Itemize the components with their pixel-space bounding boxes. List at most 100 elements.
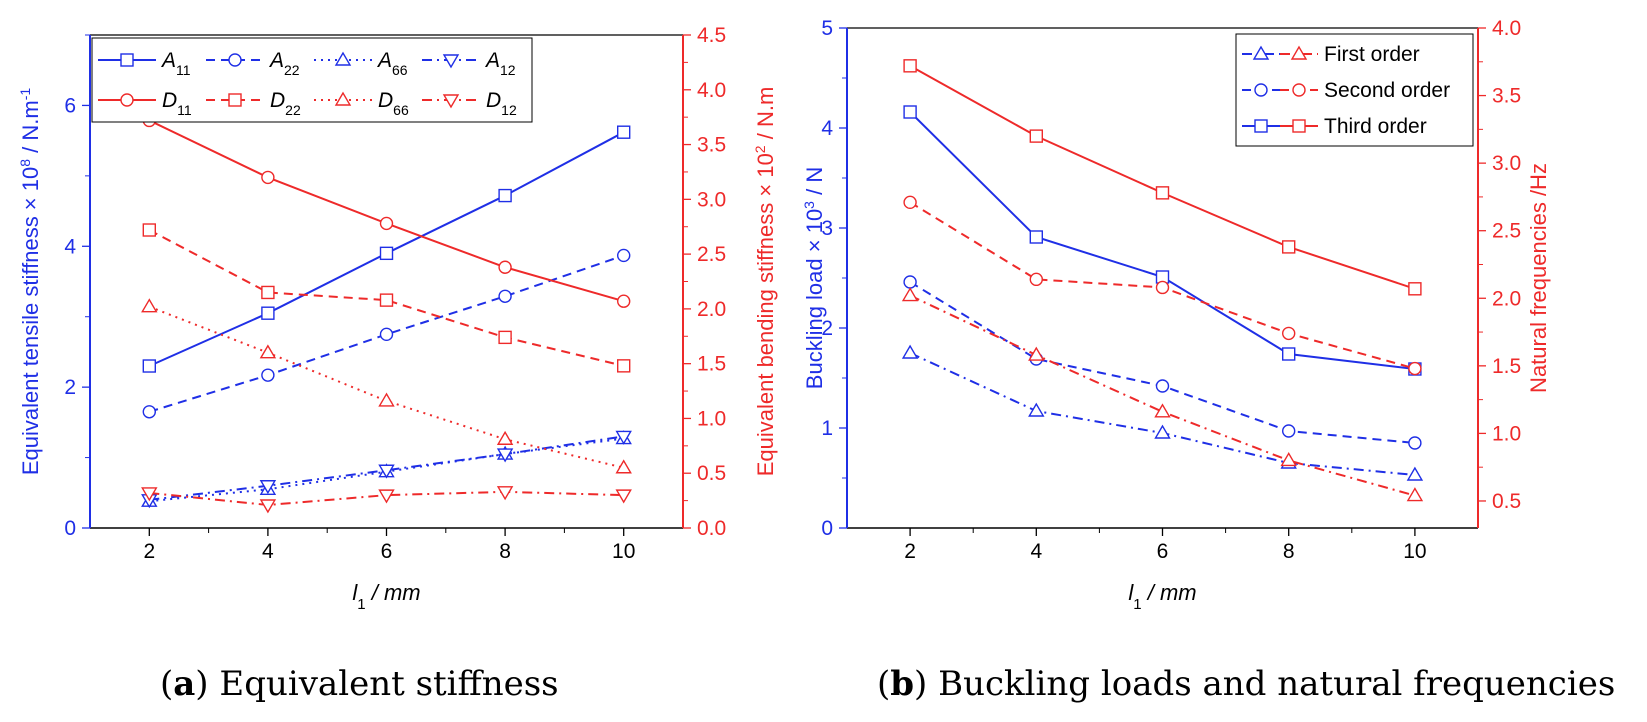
x-tick-label: 2 — [143, 540, 155, 563]
left-tick-label: 6 — [64, 94, 76, 117]
legend-label: D22 — [270, 89, 301, 118]
legend-label: A12 — [484, 49, 516, 78]
right-tick-label: 2.5 — [1492, 220, 1521, 243]
data-point — [379, 216, 394, 231]
right-tick-label: 1.0 — [1492, 422, 1521, 445]
series-line — [909, 281, 1415, 444]
data-point — [261, 368, 275, 382]
data-point — [378, 392, 395, 407]
data-point — [903, 195, 917, 210]
right-tick-label: 0.5 — [1492, 490, 1521, 513]
left-tick-label: 0 — [821, 517, 833, 540]
data-point — [496, 486, 514, 501]
data-point — [498, 330, 512, 345]
data-point — [617, 359, 631, 373]
data-point — [1029, 129, 1044, 143]
right-tick-label: 2.5 — [697, 243, 726, 266]
data-point — [378, 489, 395, 504]
data-point — [1155, 379, 1170, 393]
legend-marker — [1290, 45, 1308, 60]
x-tick-label: 6 — [1157, 540, 1169, 563]
left-tick-label: 3 — [821, 217, 833, 240]
legend-label: First order — [1324, 43, 1420, 66]
right-tick-label: 0.5 — [697, 462, 726, 485]
data-point — [1028, 346, 1045, 361]
legend-label: A11 — [160, 49, 191, 78]
data-point — [141, 487, 158, 502]
x-tick-label: 4 — [1030, 540, 1042, 563]
data-point — [901, 287, 919, 302]
data-point — [1028, 402, 1045, 417]
legend-marker — [334, 51, 352, 66]
chart-panel-b: 2 4 6 8 10 0 1 2 3 4 5 0.5 1.0 1.5 2.0 2.5 3.0 3.5 4.0 Buck… — [801, 17, 1615, 704]
right-tick-label: 1.0 — [697, 407, 726, 430]
right-tick-label: 2.0 — [697, 298, 726, 321]
legend-marker — [442, 54, 460, 69]
legend-marker — [120, 53, 134, 67]
series-line — [148, 305, 624, 469]
data-point — [142, 405, 157, 419]
data-point — [259, 499, 277, 514]
left-tick-label: 4 — [64, 235, 76, 258]
data-point — [259, 480, 277, 495]
right-tick-label: 1.5 — [697, 353, 726, 376]
series-line — [909, 294, 1416, 497]
data-point — [617, 125, 631, 139]
right-tick-label: 3.5 — [697, 134, 726, 157]
legend-marker — [1292, 83, 1306, 97]
legend-marker — [228, 93, 242, 107]
chart-panel-a: 2 4 6 8 10 0 2 4 6 0.0 0.5 1.0 1.5 2.0 2.5 3.0 3.5 4.0 4.5… — [17, 24, 778, 704]
legend-marker — [1292, 119, 1306, 133]
left-tick-label: 1 — [821, 417, 833, 440]
data-point — [1281, 347, 1296, 361]
panel-caption: (a) Equivalent stiffness — [160, 664, 559, 704]
legend-label: A66 — [376, 49, 408, 78]
panel-caption: (b) Buckling loads and natural frequenci… — [877, 664, 1615, 704]
data-point — [901, 344, 919, 359]
data-point — [379, 327, 394, 342]
right-tick-label: 3.5 — [1492, 85, 1521, 108]
data-point — [1281, 326, 1296, 341]
data-point — [498, 260, 512, 274]
right-tick-label: 1.5 — [1492, 355, 1521, 378]
data-point — [142, 359, 157, 373]
x-tick-label: 8 — [1283, 540, 1295, 563]
data-point — [498, 289, 512, 303]
series-line — [909, 111, 1416, 370]
data-point — [1280, 452, 1297, 467]
legend-marker — [120, 93, 134, 107]
data-point — [379, 246, 394, 261]
data-point — [615, 489, 632, 504]
right-tick-label: 3.0 — [697, 188, 726, 211]
left-axis-label: Equivalent tensile stiffness × 108 / N.m… — [17, 88, 43, 476]
legend-label: A22 — [268, 49, 300, 78]
legend-box — [91, 37, 533, 123]
legend-marker — [1254, 119, 1268, 133]
series-line — [149, 490, 624, 506]
legend-marker — [442, 94, 460, 109]
data-point — [617, 294, 631, 308]
data-point — [903, 275, 917, 289]
data-point — [615, 459, 632, 474]
legend-label: Second order — [1324, 79, 1450, 102]
data-point — [498, 188, 512, 203]
data-point — [1154, 424, 1171, 439]
right-tick-label: 0.0 — [697, 517, 726, 540]
x-tick-label: 2 — [904, 540, 916, 563]
right-tick-label: 4.0 — [697, 79, 726, 102]
data-point — [496, 448, 514, 463]
legend-label: Third order — [1324, 115, 1427, 138]
data-point — [261, 306, 275, 320]
data-point — [378, 464, 395, 479]
data-point — [1155, 186, 1170, 200]
data-point — [903, 59, 917, 73]
data-point — [142, 223, 157, 237]
left-tick-label: 0 — [64, 517, 76, 540]
right-tick-label: 4.5 — [697, 24, 726, 47]
data-point — [261, 285, 275, 300]
x-tick-label: 10 — [612, 540, 635, 563]
right-axis-label: Equivalent bending stiffness × 102 / N.m — [752, 87, 778, 477]
x-tick-label: 10 — [1403, 540, 1426, 563]
left-tick-label: 5 — [821, 17, 833, 40]
